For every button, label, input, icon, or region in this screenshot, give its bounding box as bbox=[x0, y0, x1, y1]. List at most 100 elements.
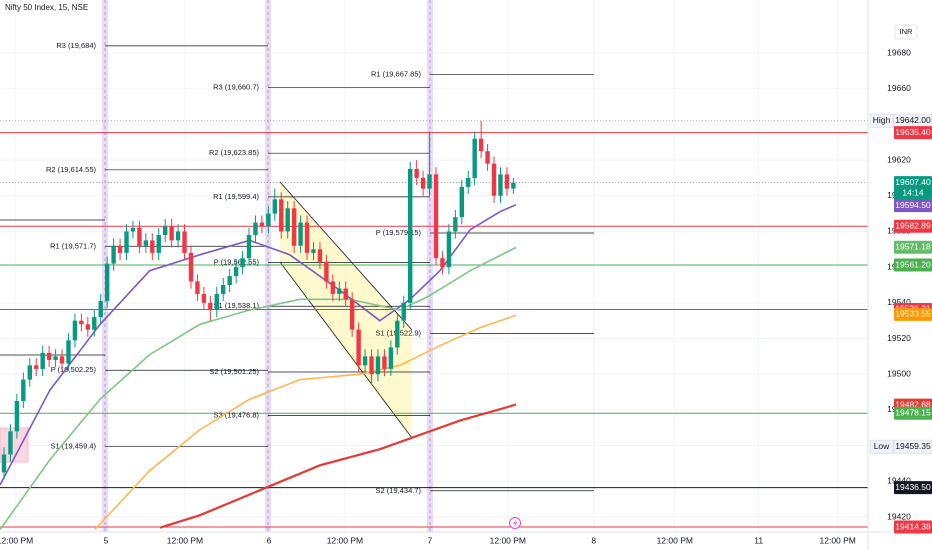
candle-body bbox=[40, 352, 45, 369]
price-tag bbox=[894, 219, 932, 233]
candle-body bbox=[188, 252, 194, 282]
y-tick-label: 19500 bbox=[887, 368, 911, 378]
y-tick-label: 19660 bbox=[887, 83, 911, 93]
candle-body bbox=[85, 324, 91, 330]
candle-body bbox=[195, 281, 200, 294]
x-tick-label: 6 bbox=[267, 535, 272, 545]
candle-body bbox=[478, 138, 484, 152]
candle-body bbox=[440, 258, 445, 268]
x-tick-label: 12:00 PM bbox=[0, 535, 33, 545]
candle-body bbox=[246, 235, 252, 259]
candle-body bbox=[279, 199, 284, 232]
price-tag bbox=[893, 439, 932, 454]
candle-body bbox=[491, 163, 497, 196]
candle-body bbox=[337, 288, 342, 294]
moving-averages bbox=[0, 203, 517, 531]
candle-body bbox=[453, 217, 458, 232]
candle-body bbox=[498, 174, 503, 196]
x-tick-label: 12:00 PM bbox=[490, 535, 526, 545]
candle-body bbox=[150, 240, 155, 253]
candle-body bbox=[227, 276, 232, 286]
candle-body bbox=[66, 340, 71, 364]
price-tag-label: 19582.89 bbox=[895, 221, 931, 231]
tag-note-box bbox=[869, 113, 894, 128]
candle-body bbox=[420, 177, 426, 189]
candle-body bbox=[98, 301, 103, 318]
candle-body bbox=[349, 299, 355, 330]
price-tag-label: 19594.50 bbox=[895, 200, 931, 210]
candle-body bbox=[182, 231, 187, 253]
candles bbox=[1, 120, 516, 480]
candle-body bbox=[504, 174, 510, 189]
candle-body bbox=[34, 365, 39, 369]
candle-body bbox=[233, 267, 239, 277]
price-tag-label: 19642.00 bbox=[895, 115, 931, 125]
x-tick-label: 11 bbox=[754, 535, 763, 545]
candle-body bbox=[53, 356, 58, 360]
candle-body bbox=[466, 177, 471, 187]
x-tick-label: 5 bbox=[104, 535, 109, 545]
candle-body bbox=[459, 186, 464, 218]
price-tag bbox=[894, 176, 932, 201]
channel-line bbox=[279, 181, 413, 331]
tag-note: Low bbox=[874, 441, 890, 451]
y-tick-label: 19620 bbox=[887, 154, 911, 164]
price-tag bbox=[894, 406, 932, 420]
price-tag-label: 19635.40 bbox=[895, 127, 931, 137]
candle-body bbox=[14, 401, 20, 432]
candle-body bbox=[356, 329, 361, 366]
candle-body bbox=[59, 356, 65, 364]
price-tag-label: 19459.35 bbox=[895, 441, 931, 451]
pivot-label: R3 (19,660.7) bbox=[213, 82, 259, 91]
pivot-label: R1 (19,599.4) bbox=[213, 192, 259, 201]
y-tick-label: 19440 bbox=[887, 476, 911, 486]
price-tag bbox=[894, 307, 932, 321]
price-tag bbox=[894, 258, 932, 272]
price-tag bbox=[894, 481, 932, 495]
price-tag bbox=[894, 126, 932, 140]
candle-body bbox=[362, 356, 368, 366]
candle-body bbox=[311, 249, 316, 253]
pivot-label: R3 (19,684) bbox=[56, 41, 96, 50]
price-tag-label: 19414.38 bbox=[895, 521, 931, 531]
candle-body bbox=[511, 182, 516, 189]
candle-body bbox=[317, 249, 323, 262]
price-tag bbox=[894, 520, 932, 534]
candle-body bbox=[324, 261, 329, 282]
x-tick-label: 12:00 PM bbox=[820, 535, 856, 545]
candle-body bbox=[375, 356, 381, 375]
candle-body bbox=[72, 320, 78, 341]
candle-body bbox=[79, 320, 84, 325]
candle-body bbox=[1, 454, 7, 473]
price-tag-label: 19607.40 bbox=[895, 177, 931, 187]
x-axis: 12:00 PM 5 12:00 PM 6 12:00 PM 7 12:00 PM 8 12:0… bbox=[0, 535, 856, 545]
candle-body bbox=[304, 222, 310, 253]
candle-body bbox=[124, 231, 129, 253]
candle-body bbox=[388, 347, 394, 369]
pivot-label: S3 (19,476.8) bbox=[214, 411, 260, 420]
price-tag bbox=[894, 199, 932, 213]
candle-body bbox=[472, 138, 477, 178]
price-tag-label: 19571.18 bbox=[895, 241, 931, 251]
candle-body bbox=[162, 226, 168, 236]
candle-body bbox=[485, 151, 490, 164]
price-tag-label: 19436.50 bbox=[895, 482, 931, 492]
currency-box[interactable] bbox=[894, 24, 918, 40]
candle-body bbox=[111, 245, 116, 264]
candle-body bbox=[201, 293, 207, 303]
pivot-label: R2 (19,614.55) bbox=[46, 165, 97, 174]
lightning-icon[interactable] bbox=[509, 517, 521, 529]
candle-body bbox=[266, 213, 271, 227]
candle-body bbox=[117, 245, 123, 253]
pivot-label: S2 (19,434.7) bbox=[376, 486, 422, 495]
moving-average bbox=[0, 203, 517, 486]
price-tag-label: 19482.68 bbox=[895, 399, 931, 409]
candle-body bbox=[27, 365, 32, 380]
pivot-label: P (19,502.25) bbox=[51, 365, 97, 374]
candle-body bbox=[240, 258, 245, 268]
candle-body bbox=[382, 356, 387, 369]
candle-body bbox=[272, 199, 278, 214]
candle-body bbox=[369, 356, 374, 375]
